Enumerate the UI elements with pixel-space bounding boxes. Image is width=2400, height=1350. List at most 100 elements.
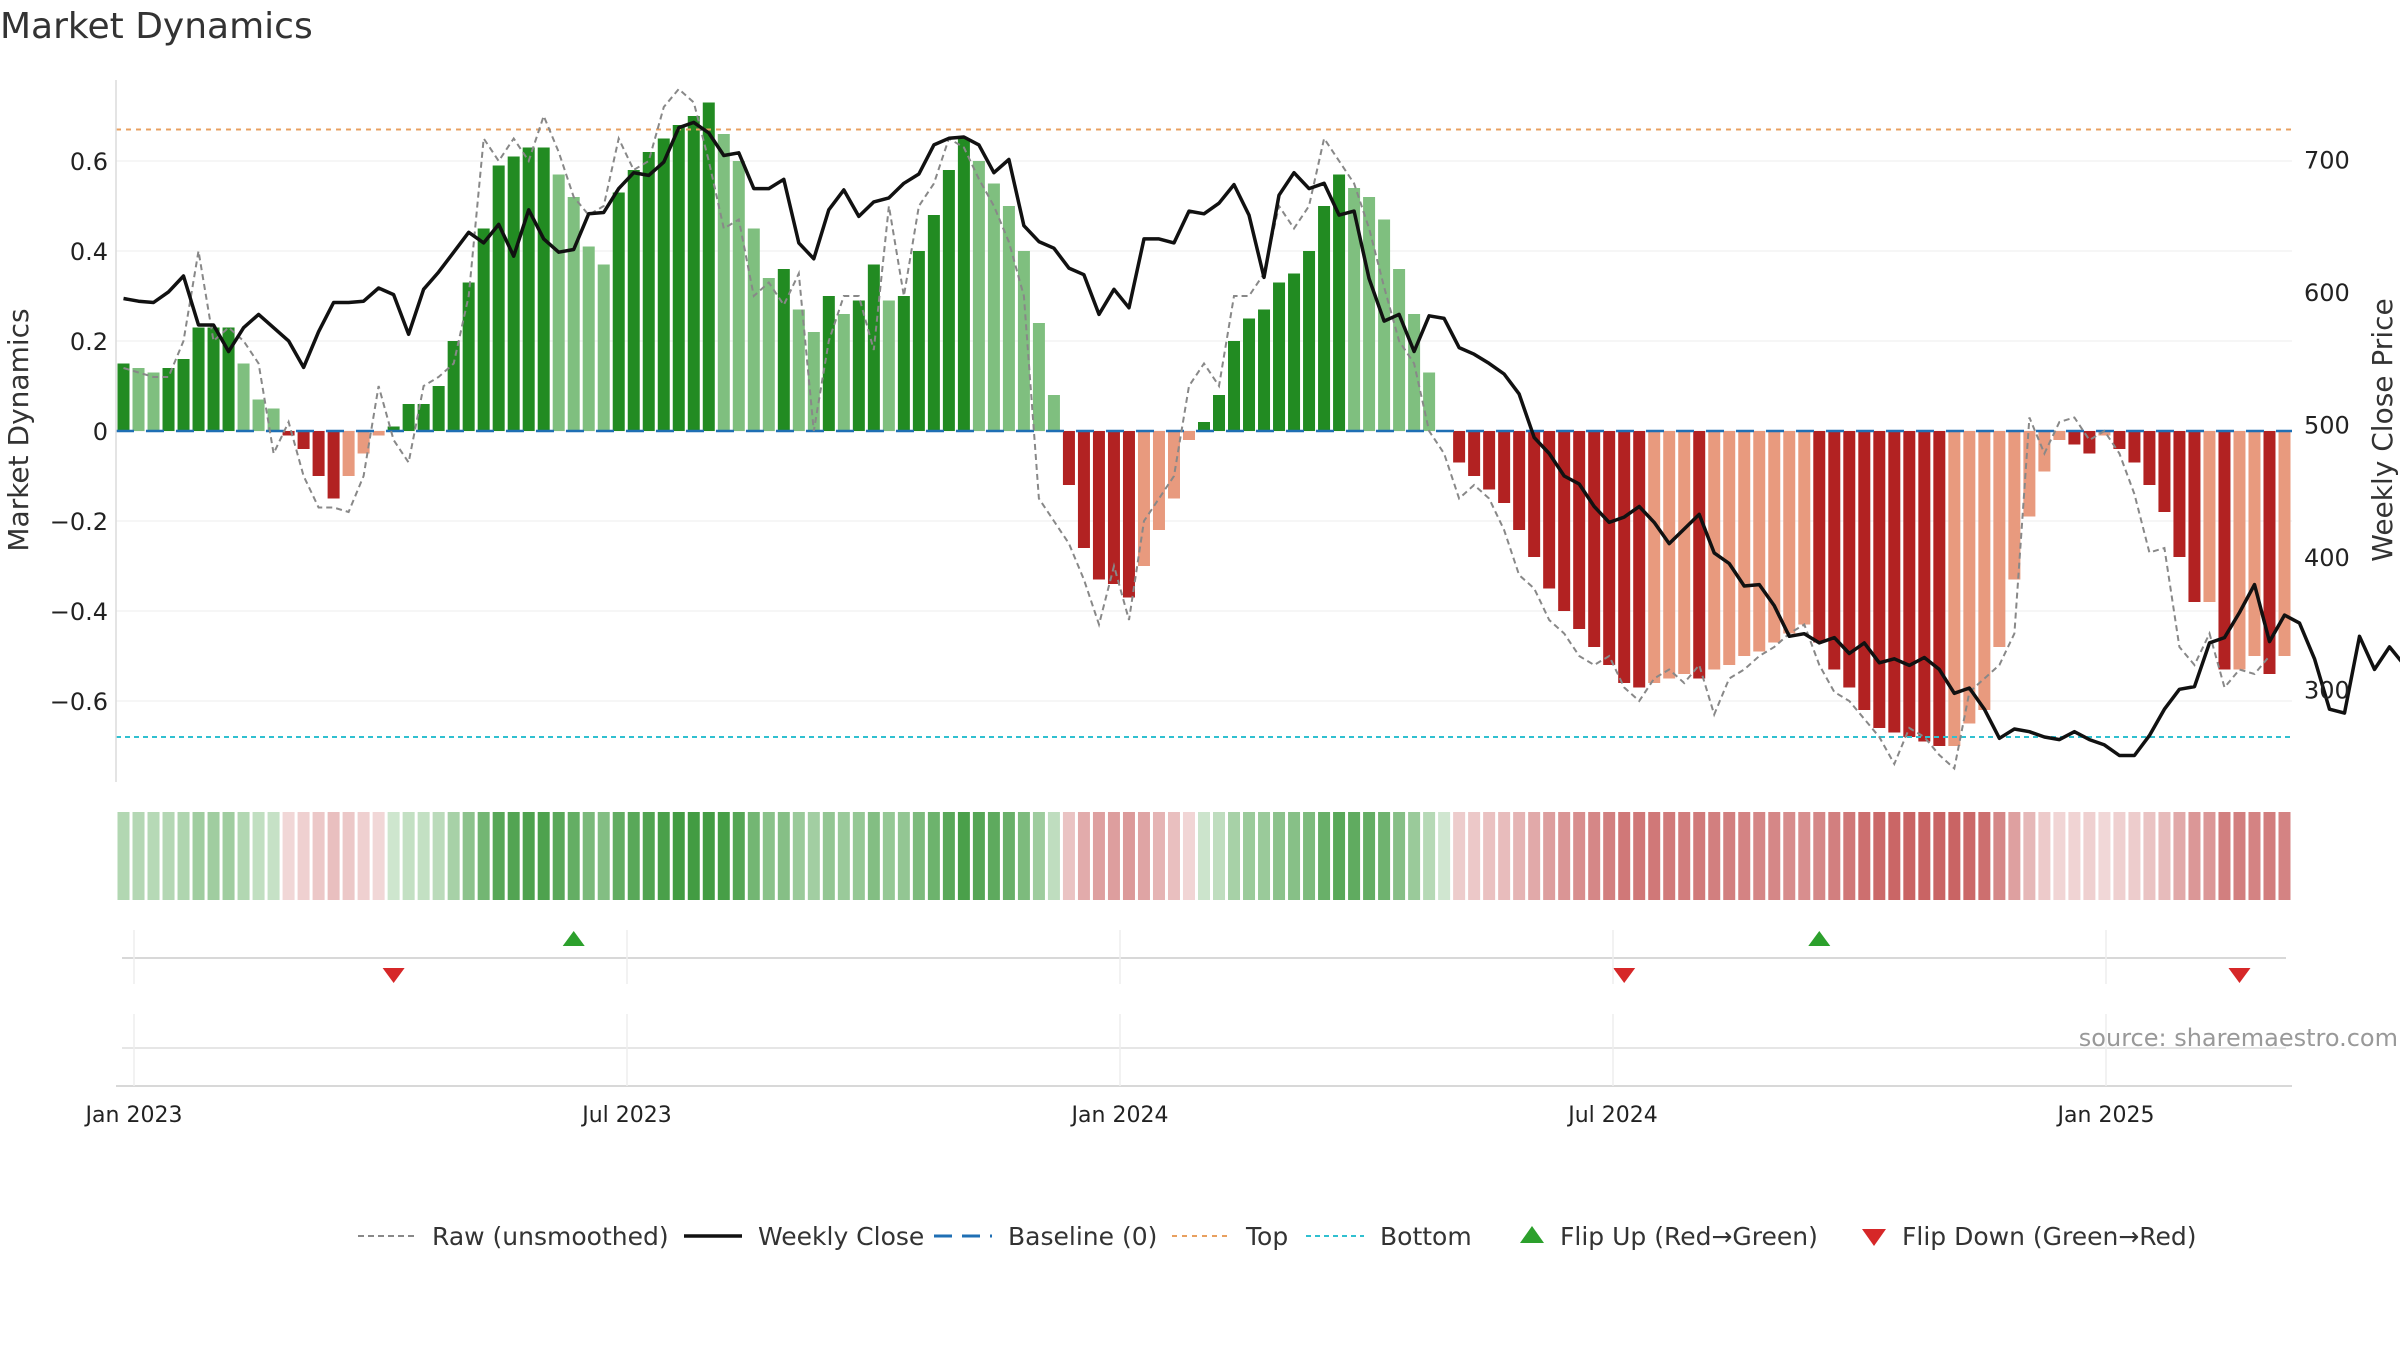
heat-cell xyxy=(372,812,385,900)
heat-cell xyxy=(1498,812,1511,900)
heat-cell xyxy=(2068,812,2081,900)
y-tick-label: −0.4 xyxy=(50,598,108,626)
heat-cell xyxy=(252,812,265,900)
bar xyxy=(1843,431,1856,688)
heat-cell xyxy=(777,812,790,900)
heat-cell xyxy=(1077,812,1090,900)
bar xyxy=(2263,431,2276,674)
heat-cell xyxy=(1588,812,1601,900)
heat-cell xyxy=(2128,812,2141,900)
heat-cell xyxy=(492,812,505,900)
heat-cell xyxy=(702,812,715,900)
bar xyxy=(162,368,175,431)
axes: 0.6 0.4 0.2 0 −0.2 −0.4 −0.6 700 600 500 400 300 xyxy=(50,80,2350,782)
bar xyxy=(192,327,205,431)
heat-cell xyxy=(882,812,895,900)
heat-cell xyxy=(1618,812,1631,900)
legend-label: Bottom xyxy=(1380,1222,1472,1251)
bar xyxy=(2143,431,2156,485)
heat-cell xyxy=(1167,812,1180,900)
heat-cell xyxy=(897,812,910,900)
heat-cell xyxy=(2008,812,2021,900)
bar xyxy=(1993,431,2006,647)
heat-cell xyxy=(222,812,235,900)
heat-cell xyxy=(762,812,775,900)
heat-cell xyxy=(1062,812,1075,900)
bar xyxy=(2203,431,2216,602)
bar xyxy=(387,426,400,431)
legend-label: Flip Up (Red→Green) xyxy=(1560,1222,1818,1251)
heat-cell xyxy=(642,812,655,900)
bar xyxy=(1978,431,1991,710)
heat-cell xyxy=(1708,812,1721,900)
bar xyxy=(1813,431,1826,643)
bar xyxy=(1122,431,1135,598)
bar xyxy=(402,404,415,431)
heat-cell xyxy=(1543,812,1556,900)
bar xyxy=(1182,431,1195,440)
flip-down-marker xyxy=(2228,968,2251,983)
legend-item-raw: Raw (unsmoothed) xyxy=(358,1222,669,1251)
legend-label: Raw (unsmoothed) xyxy=(432,1222,669,1251)
heat-cell xyxy=(1453,812,1466,900)
heat-cell xyxy=(1948,812,1961,900)
heat-cell xyxy=(2083,812,2096,900)
heat-cell xyxy=(2038,812,2051,900)
bar xyxy=(1588,431,1601,647)
heat-cell xyxy=(402,812,415,900)
reference-lines xyxy=(116,128,2292,738)
x-tick-label: Jan 2025 xyxy=(2056,1103,2155,1128)
bar xyxy=(732,161,745,431)
flip-down-marker xyxy=(1613,968,1636,983)
heat-cell xyxy=(1197,812,1211,900)
heat-cell xyxy=(1333,812,1346,900)
heat-cell xyxy=(2173,812,2186,900)
legend-item-flipup: Flip Up (Red→Green) xyxy=(1520,1222,1818,1251)
heat-cell xyxy=(1002,812,1015,900)
weekly-close-line xyxy=(123,120,2400,758)
chart-title: Market Dynamics xyxy=(0,6,313,47)
bar xyxy=(1228,341,1241,431)
flip-markers xyxy=(116,931,2292,1087)
heat-cell xyxy=(522,812,535,900)
heat-cell xyxy=(2263,812,2276,900)
bar xyxy=(1633,431,1646,688)
bar xyxy=(1903,431,1916,737)
heat-cell xyxy=(1348,812,1361,900)
bar xyxy=(177,359,190,431)
bar xyxy=(1137,431,1150,566)
y-tick-label: −0.2 xyxy=(50,508,108,536)
bar xyxy=(282,431,295,436)
bar xyxy=(1648,431,1661,683)
heat-cell xyxy=(1858,812,1871,900)
heat-cell xyxy=(732,812,745,900)
y-tick-label: 0.6 xyxy=(70,148,108,176)
bar xyxy=(1693,431,1706,679)
legend-item-baseline: Baseline (0) xyxy=(934,1222,1157,1251)
heat-cell xyxy=(312,812,325,900)
flip-up-marker xyxy=(562,931,585,946)
bar xyxy=(612,192,625,431)
heat-cell xyxy=(537,812,550,900)
heat-cell xyxy=(1182,812,1195,900)
heat-cell xyxy=(2203,812,2216,900)
bar xyxy=(237,363,250,431)
bar xyxy=(1378,219,1391,431)
bar xyxy=(1873,431,1886,728)
heat-cell xyxy=(1288,812,1301,900)
bar xyxy=(1213,395,1226,431)
heat-cell xyxy=(1963,812,1976,900)
bar xyxy=(897,296,910,431)
heat-cell xyxy=(2098,812,2111,900)
heat-cell xyxy=(672,812,685,900)
bar xyxy=(477,228,490,431)
heat-cell xyxy=(1483,812,1496,900)
heat-cell xyxy=(2218,812,2231,900)
bar xyxy=(132,368,145,431)
bar xyxy=(522,147,535,431)
heat-cell xyxy=(117,812,130,900)
heat-cell xyxy=(1107,812,1120,900)
heat-cell xyxy=(987,812,1000,900)
heat-cell xyxy=(297,812,310,900)
heat-cell xyxy=(1258,812,1271,900)
